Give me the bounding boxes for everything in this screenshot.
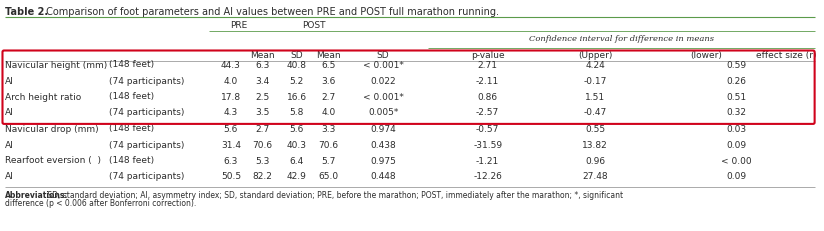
- Text: 6.3: 6.3: [223, 156, 238, 165]
- Text: 3.3: 3.3: [321, 124, 335, 133]
- Text: 0.448: 0.448: [370, 172, 396, 181]
- Text: -31.59: -31.59: [473, 140, 503, 149]
- Text: Table 2.: Table 2.: [5, 7, 48, 17]
- Text: 4.3: 4.3: [224, 108, 238, 117]
- Text: 44.3: 44.3: [221, 60, 241, 69]
- Text: 4.0: 4.0: [321, 108, 335, 117]
- Text: -0.47: -0.47: [583, 108, 606, 117]
- Text: 0.59: 0.59: [727, 60, 747, 69]
- Text: AI: AI: [5, 172, 14, 181]
- Text: 0.86: 0.86: [478, 92, 498, 101]
- Text: AI: AI: [5, 108, 14, 117]
- Text: difference (p < 0.006 after Bonferroni correction).: difference (p < 0.006 after Bonferroni c…: [5, 198, 196, 207]
- Text: AI: AI: [5, 140, 14, 149]
- Text: 0.55: 0.55: [585, 124, 606, 133]
- Text: 0.96: 0.96: [585, 156, 606, 165]
- Text: (74 participants): (74 participants): [110, 108, 185, 117]
- Text: 4.24: 4.24: [585, 60, 605, 69]
- Text: 0.975: 0.975: [370, 156, 396, 165]
- Text: 3.4: 3.4: [255, 76, 270, 85]
- Text: 0.005*: 0.005*: [368, 108, 398, 117]
- Text: -0.17: -0.17: [583, 76, 606, 85]
- Text: 16.6: 16.6: [287, 92, 307, 101]
- Text: 0.022: 0.022: [370, 76, 396, 85]
- Text: (74 participants): (74 participants): [110, 172, 185, 181]
- Text: 50.5: 50.5: [221, 172, 241, 181]
- Text: 2.71: 2.71: [478, 60, 498, 69]
- Text: (148 feet): (148 feet): [110, 156, 155, 165]
- Text: 3.6: 3.6: [321, 76, 335, 85]
- Text: 2.7: 2.7: [321, 92, 335, 101]
- Text: AI: AI: [5, 76, 14, 85]
- Text: 4.0: 4.0: [224, 76, 238, 85]
- Text: 0.438: 0.438: [370, 140, 396, 149]
- Text: -2.57: -2.57: [476, 108, 499, 117]
- Text: (148 feet): (148 feet): [110, 124, 155, 133]
- Text: 5.2: 5.2: [289, 76, 304, 85]
- Text: 6.4: 6.4: [289, 156, 304, 165]
- Text: 27.48: 27.48: [583, 172, 608, 181]
- Text: Mean: Mean: [316, 51, 341, 60]
- Text: 5.6: 5.6: [223, 124, 238, 133]
- Text: 0.03: 0.03: [727, 124, 747, 133]
- Text: 17.8: 17.8: [221, 92, 241, 101]
- Text: -1.21: -1.21: [476, 156, 499, 165]
- Text: (148 feet): (148 feet): [110, 60, 155, 69]
- Text: 31.4: 31.4: [221, 140, 241, 149]
- Text: (lower): (lower): [691, 51, 723, 60]
- Text: POST: POST: [302, 21, 325, 30]
- Text: 40.3: 40.3: [287, 140, 307, 149]
- Text: 6.3: 6.3: [255, 60, 270, 69]
- Text: PRE: PRE: [230, 21, 247, 30]
- Text: -2.11: -2.11: [476, 76, 499, 85]
- Text: 5.6: 5.6: [289, 124, 304, 133]
- Text: 3.5: 3.5: [255, 108, 270, 117]
- Text: (148 feet): (148 feet): [110, 92, 155, 101]
- Text: < 0.001*: < 0.001*: [363, 92, 404, 101]
- Text: effect size (r): effect size (r): [756, 51, 817, 60]
- Text: 40.8: 40.8: [287, 60, 307, 69]
- Text: 0.32: 0.32: [727, 108, 747, 117]
- Text: Comparison of foot parameters and AI values between PRE and POST full marathon r: Comparison of foot parameters and AI val…: [43, 7, 499, 17]
- Text: SD: SD: [290, 51, 303, 60]
- Text: Navicular height (mm): Navicular height (mm): [5, 60, 107, 69]
- Text: 1.51: 1.51: [585, 92, 606, 101]
- Text: < 0.00: < 0.00: [721, 156, 751, 165]
- Text: Navicular drop (mm): Navicular drop (mm): [5, 124, 99, 133]
- Text: 65.0: 65.0: [318, 172, 339, 181]
- Text: 0.26: 0.26: [727, 76, 747, 85]
- Text: p-value: p-value: [471, 51, 504, 60]
- Text: SD: SD: [377, 51, 390, 60]
- Text: 5.3: 5.3: [255, 156, 270, 165]
- Text: 6.5: 6.5: [321, 60, 335, 69]
- Text: < 0.001*: < 0.001*: [363, 60, 404, 69]
- Text: 2.5: 2.5: [255, 92, 270, 101]
- Text: 0.09: 0.09: [727, 140, 747, 149]
- Text: (Upper): (Upper): [578, 51, 612, 60]
- Text: Abbreviations:: Abbreviations:: [5, 190, 68, 199]
- Text: Rearfoot eversion (  ): Rearfoot eversion ( ): [5, 156, 101, 165]
- Text: 0.09: 0.09: [727, 172, 747, 181]
- Text: SD, standard deviation; AI, asymmetry index; SD, standard deviation; PRE, before: SD, standard deviation; AI, asymmetry in…: [44, 190, 623, 199]
- Text: 2.7: 2.7: [255, 124, 270, 133]
- Text: (74 participants): (74 participants): [110, 76, 185, 85]
- Text: 5.7: 5.7: [321, 156, 335, 165]
- Text: 82.2: 82.2: [253, 172, 273, 181]
- Text: (74 participants): (74 participants): [110, 140, 185, 149]
- Text: Mean: Mean: [250, 51, 275, 60]
- Text: 0.974: 0.974: [370, 124, 396, 133]
- Text: 70.6: 70.6: [318, 140, 339, 149]
- Text: -0.57: -0.57: [476, 124, 499, 133]
- Text: 0.51: 0.51: [727, 92, 747, 101]
- Text: -12.26: -12.26: [473, 172, 502, 181]
- Text: Confidence interval for difference in means: Confidence interval for difference in me…: [529, 35, 714, 43]
- Text: 42.9: 42.9: [287, 172, 307, 181]
- Text: 13.82: 13.82: [583, 140, 608, 149]
- Text: 70.6: 70.6: [253, 140, 273, 149]
- Text: 5.8: 5.8: [289, 108, 304, 117]
- Text: Arch height ratio: Arch height ratio: [5, 92, 82, 101]
